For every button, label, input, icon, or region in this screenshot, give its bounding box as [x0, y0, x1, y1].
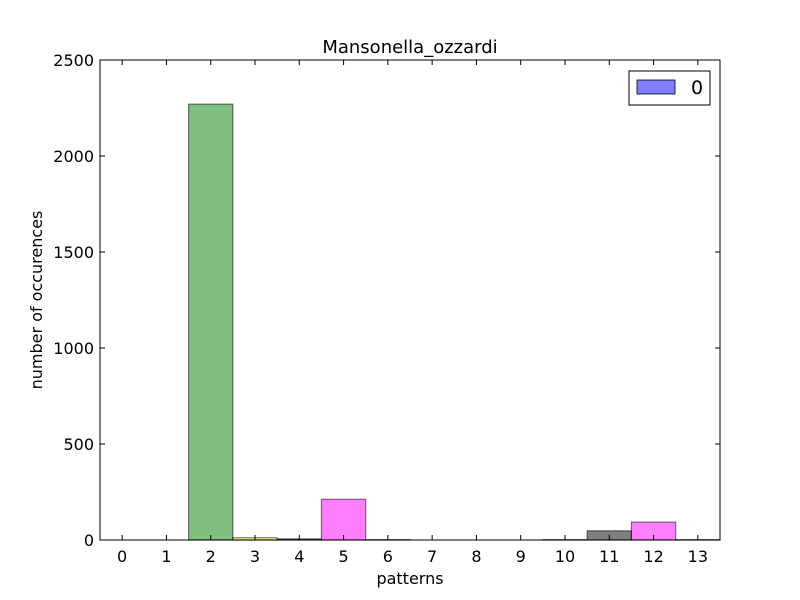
y-tick-label: 500: [63, 435, 94, 454]
x-tick-label: 11: [599, 547, 619, 566]
x-tick-label: 13: [688, 547, 708, 566]
bar-pattern-5: [320, 498, 367, 541]
x-tick-label: 6: [383, 547, 393, 566]
chart-title: Mansonella_ozzardi: [322, 37, 497, 58]
y-tick-label: 2500: [53, 51, 94, 70]
x-axis: 0 1 2 3 4 5 6 7 8 9 10 11 12 13: [117, 60, 708, 566]
x-tick-label: 0: [117, 547, 127, 566]
y-tick-label: 1500: [53, 243, 94, 262]
x-tick-label: 3: [250, 547, 260, 566]
x-tick-label: 1: [161, 547, 171, 566]
plot-frame: [99, 59, 721, 541]
bar-pattern-2: [187, 103, 234, 541]
x-tick-label: 4: [294, 547, 304, 566]
x-tick-label: 10: [555, 547, 575, 566]
y-tick-label: 0: [84, 531, 94, 550]
legend: 0: [628, 70, 711, 106]
legend-swatch-0: [636, 79, 676, 95]
x-tick-label: 2: [206, 547, 216, 566]
bars-group: [187, 103, 721, 541]
x-tick-label: 12: [643, 547, 663, 566]
x-tick-label: 9: [516, 547, 526, 566]
y-tick-label: 2000: [53, 147, 94, 166]
y-axis: 0 500 1000 1500 2000 2500: [53, 51, 720, 550]
y-tick-label: 1000: [53, 339, 94, 358]
y-axis-label: number of occurences: [27, 211, 46, 390]
x-tick-label: 5: [338, 547, 348, 566]
x-tick-label: 8: [471, 547, 481, 566]
x-axis-label: patterns: [376, 569, 443, 588]
x-tick-label: 7: [427, 547, 437, 566]
legend-label-0: 0: [691, 77, 703, 99]
